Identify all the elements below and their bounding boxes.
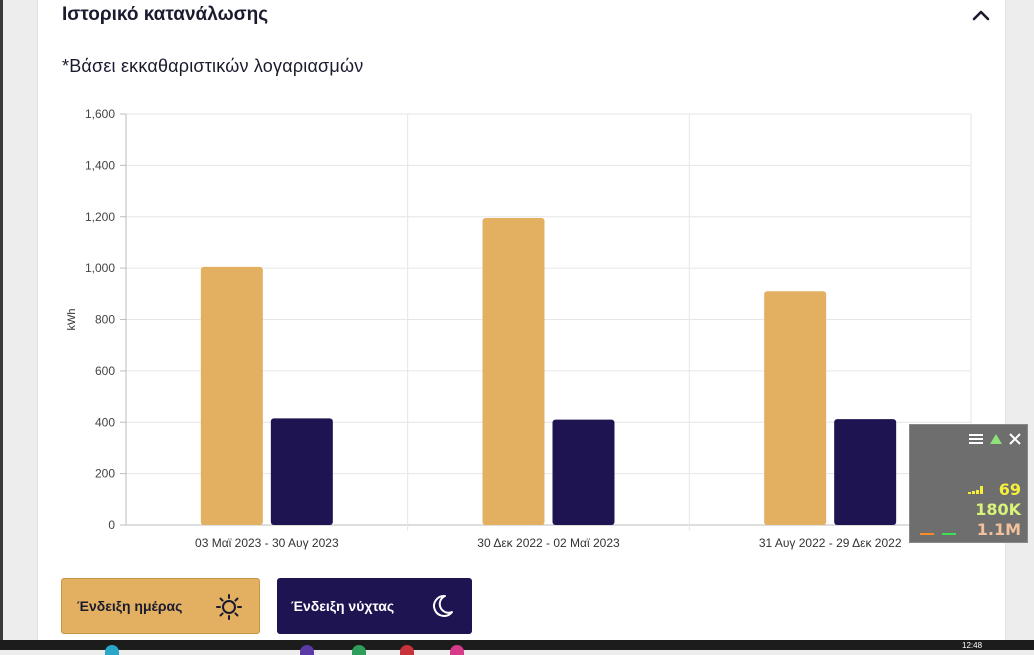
bar-day (482, 218, 545, 526)
section-title: Ιστορικό κατανάλωσης (62, 4, 269, 25)
widget-value-3: 1.1M (976, 520, 1021, 539)
close-icon[interactable] (1009, 433, 1021, 445)
y-tick-label: 1,400 (85, 158, 115, 172)
x-tick-label: 31 Αυγ 2022 - 29 Δεκ 2022 (759, 536, 902, 550)
taskbar-clock: 12:48 (962, 641, 983, 650)
bar-day (764, 291, 827, 525)
y-tick-label: 600 (95, 364, 115, 378)
bar-night (834, 419, 897, 525)
legend-night-label: Ένδειξη νύχτας (291, 598, 395, 614)
consumption-bar-chart: 0 200 400 600 800 1,000 1,200 1,400 1,600 03 Μαϊ … (66, 107, 972, 550)
collapse-button[interactable] (967, 3, 995, 27)
window-edge (0, 0, 3, 640)
widget-controls (969, 433, 1021, 445)
legend-day-button[interactable]: Ένδειξη ημέρας (61, 578, 260, 634)
network-monitor-widget[interactable]: 69 180K 1.1M (909, 424, 1028, 543)
y-tick-label: 0 (108, 518, 115, 532)
menu-icon[interactable] (969, 433, 983, 445)
y-tick-label: 1,600 (85, 107, 115, 121)
legend-day-label: Ένδειξη ημέρας (77, 598, 183, 614)
sun-icon (216, 594, 242, 620)
y-tick-label: 400 (95, 415, 115, 429)
legend-night-button[interactable]: Ένδειξη νύχτας (277, 578, 472, 634)
signal-bars-icon (968, 486, 983, 494)
x-tick-label: 03 Μαϊ 2023 - 30 Αυγ 2023 (195, 536, 339, 550)
y-axis-label: kWh (66, 309, 78, 331)
y-tick-label: 1,200 (85, 210, 115, 224)
taskbar-app-icon[interactable] (300, 645, 314, 655)
taskbar-app-icon[interactable] (400, 645, 414, 655)
moon-icon (433, 594, 453, 617)
bar-day (200, 266, 263, 525)
bar-night (552, 419, 615, 525)
widget-value-2: 180K (975, 500, 1021, 519)
taskbar-app-icon[interactable] (450, 645, 464, 655)
legend-lines-icon (920, 533, 956, 535)
y-tick-label: 800 (95, 313, 115, 327)
triangle-up-icon[interactable] (989, 433, 1003, 445)
taskbar-app-icon[interactable] (352, 645, 366, 655)
y-tick-label: 1,000 (85, 261, 115, 275)
x-tick-label: 30 Δεκ 2022 - 02 Μαϊ 2023 (477, 536, 620, 550)
bar-night (270, 418, 333, 525)
y-tick-label: 200 (95, 467, 115, 481)
taskbar (0, 640, 1034, 650)
taskbar-app-icon[interactable] (105, 645, 119, 655)
chevron-up-icon (972, 10, 990, 21)
widget-value-1: 69 (998, 480, 1021, 499)
chart-subtitle: *Βάσει εκκαθαριστικών λογαριασμών (62, 56, 364, 76)
